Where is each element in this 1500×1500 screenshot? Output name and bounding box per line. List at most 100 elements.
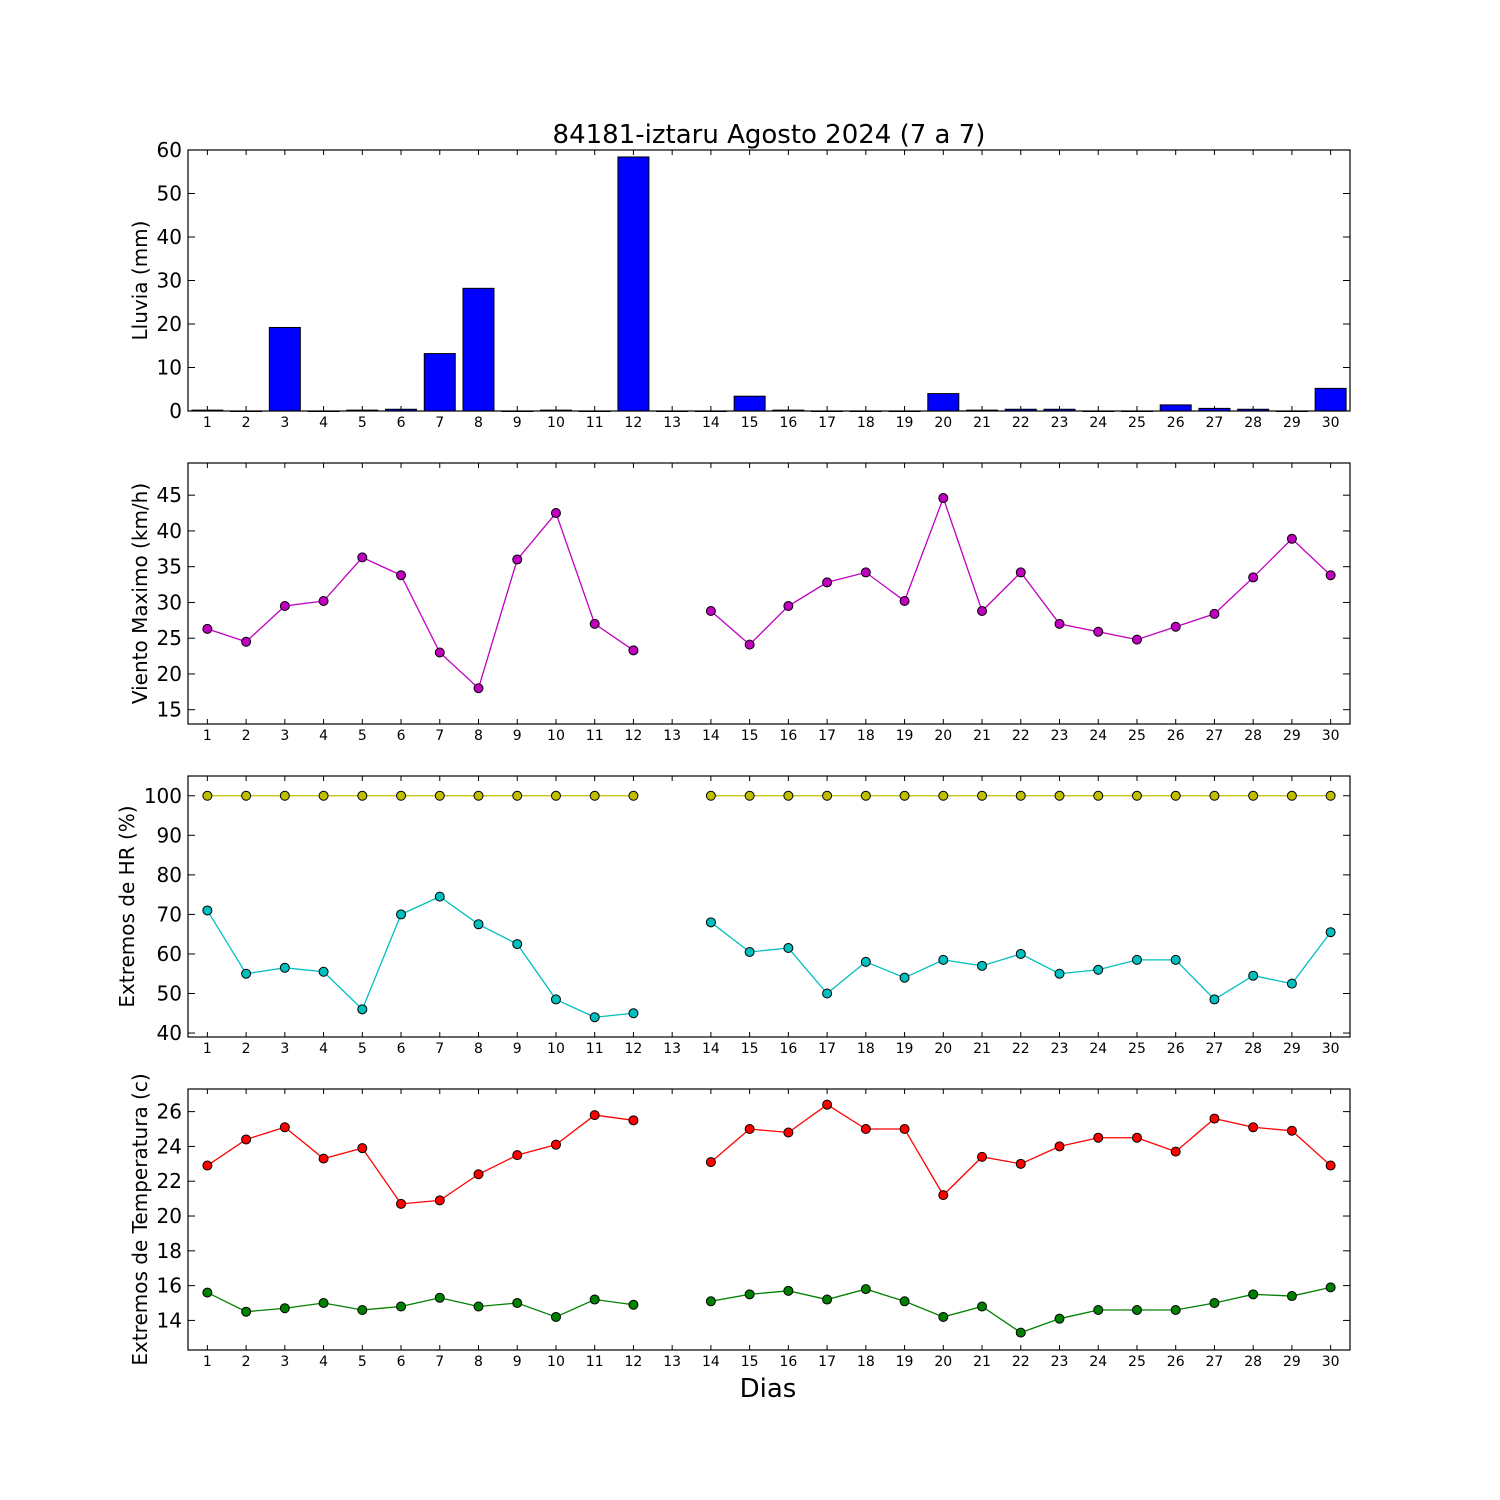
data-point: [1248, 572, 1259, 583]
x-tick-label: 7: [435, 1354, 444, 1370]
x-tick-label: 30: [1322, 1354, 1340, 1370]
data-point: [202, 1287, 213, 1298]
x-tick-label: 23: [1051, 415, 1069, 431]
y-tick-label: 20: [157, 312, 182, 336]
plot-frame: [187, 775, 1351, 1038]
data-point: [279, 1122, 290, 1133]
x-tick-label: 16: [779, 1041, 797, 1057]
y-tick-label: 22: [157, 1169, 182, 1193]
x-tick-label: 19: [896, 728, 914, 744]
data-point: [1170, 621, 1181, 632]
data-point: [1286, 790, 1297, 801]
x-tick-label: 3: [280, 1041, 289, 1057]
x-tick-label: 21: [973, 1354, 991, 1370]
x-tick-label: 5: [358, 728, 367, 744]
data-point: [589, 1012, 600, 1023]
data-point: [822, 1099, 833, 1110]
x-tick-label: 12: [625, 1041, 643, 1057]
x-tick-label: 25: [1128, 1041, 1146, 1057]
data-point: [589, 790, 600, 801]
x-tick-label: 7: [435, 415, 444, 431]
x-tick-label: 14: [702, 1041, 720, 1057]
x-tick-label: 22: [1012, 415, 1030, 431]
data-point: [860, 956, 871, 967]
data-point: [938, 1190, 949, 1201]
x-tick-label: 30: [1322, 415, 1340, 431]
x-tick-label: 3: [280, 728, 289, 744]
data-point: [279, 1303, 290, 1314]
y-tick-label: 60: [157, 138, 182, 162]
x-tick-label: 28: [1244, 728, 1262, 744]
x-tick-label: 2: [242, 415, 251, 431]
data-point: [705, 1157, 716, 1168]
data-point: [396, 1301, 407, 1312]
data-point: [1054, 1141, 1065, 1152]
series-line: [207, 511, 634, 690]
data-point: [357, 552, 368, 563]
data-point: [705, 606, 716, 617]
data-point: [512, 939, 523, 950]
y-tick-label: 24: [157, 1134, 182, 1158]
x-tick-label: 5: [358, 1041, 367, 1057]
data-point: [550, 790, 561, 801]
x-tick-label: 17: [818, 728, 836, 744]
y-tick-label: 30: [157, 590, 182, 614]
data-point: [202, 905, 213, 916]
series-line: [207, 1114, 634, 1205]
x-tick-label: 3: [280, 415, 289, 431]
x-tick-label: 6: [397, 728, 406, 744]
data-point: [1131, 790, 1142, 801]
x-tick-label: 3: [280, 1354, 289, 1370]
data-point: [977, 1301, 988, 1312]
data-point: [512, 1150, 523, 1161]
x-tick-label: 5: [358, 1354, 367, 1370]
x-tick-label: 12: [625, 1354, 643, 1370]
data-point: [1093, 1132, 1104, 1143]
bar: [927, 393, 960, 412]
data-point: [783, 1285, 794, 1296]
data-point: [628, 1299, 639, 1310]
y-tick-label: 80: [157, 863, 182, 887]
x-tick-label: 18: [857, 415, 875, 431]
x-tick-label: 23: [1051, 1041, 1069, 1057]
data-point: [1209, 1298, 1220, 1309]
data-point: [1015, 567, 1026, 578]
x-tick-label: 9: [513, 728, 522, 744]
data-point: [202, 790, 213, 801]
x-tick-label: 1: [203, 1354, 212, 1370]
data-point: [899, 1124, 910, 1135]
data-point: [783, 1127, 794, 1138]
data-point: [1325, 1160, 1336, 1171]
x-tick-label: 11: [586, 1041, 604, 1057]
x-tick-label: 27: [1206, 1354, 1224, 1370]
data-point: [1248, 1122, 1259, 1133]
data-point: [396, 570, 407, 581]
y-axis-label: Extremos de HR (%): [115, 805, 139, 1007]
data-point: [977, 606, 988, 617]
x-tick-label: 19: [896, 1041, 914, 1057]
data-point: [1170, 954, 1181, 965]
x-tick-label: 20: [934, 415, 952, 431]
data-point: [1325, 570, 1336, 581]
series-line: [206, 895, 634, 1018]
data-point: [744, 1289, 755, 1300]
x-tick-label: 10: [547, 728, 565, 744]
y-axis-label: Lluvia (mm): [128, 221, 152, 341]
x-tick-label: 23: [1051, 1354, 1069, 1370]
data-point: [1131, 1304, 1142, 1315]
x-tick-label: 24: [1089, 1354, 1107, 1370]
x-tick-label: 7: [435, 728, 444, 744]
x-tick-label: 15: [741, 415, 759, 431]
x-tick-label: 15: [741, 1041, 759, 1057]
x-tick-label: 15: [741, 1354, 759, 1370]
y-tick-label: 16: [157, 1274, 182, 1298]
x-tick-label: 11: [586, 415, 604, 431]
x-tick-label: 18: [857, 728, 875, 744]
data-point: [860, 1124, 871, 1135]
data-point: [977, 1151, 988, 1162]
data-point: [1325, 1282, 1336, 1293]
x-tick-label: 30: [1322, 1041, 1340, 1057]
